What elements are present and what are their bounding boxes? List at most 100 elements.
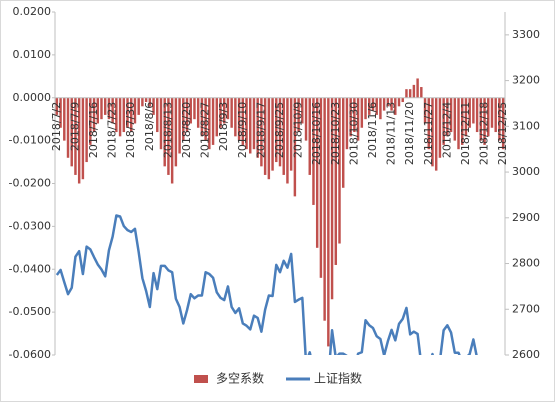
bar	[356, 97, 360, 141]
bar	[226, 97, 230, 120]
bar	[260, 97, 263, 167]
x-tick-label: 2018/12/18	[478, 102, 491, 165]
bar	[70, 97, 73, 167]
y2-tick-label: 2900	[512, 211, 540, 224]
bar	[241, 97, 245, 145]
x-tick-label: 2018/11/13	[385, 102, 398, 165]
bar	[457, 97, 460, 150]
bar	[375, 97, 378, 115]
y-tick-label: -0.0400	[9, 262, 51, 275]
bar	[148, 97, 152, 107]
bar	[245, 97, 248, 150]
bar	[66, 97, 70, 158]
bar	[449, 97, 453, 133]
bar	[364, 97, 367, 120]
x-tick-label: 2018/7/30	[124, 102, 137, 158]
legend-swatch	[194, 375, 208, 383]
bar	[152, 97, 155, 115]
bar	[81, 97, 85, 180]
x-tick-label: 2018/8/20	[180, 102, 193, 158]
bar	[182, 97, 185, 141]
bar	[74, 97, 77, 175]
bar	[133, 97, 137, 124]
x-tick-label: 2018/12/11	[459, 102, 472, 165]
y-tick-label: -0.0300	[9, 219, 51, 232]
bar	[111, 97, 114, 124]
bar	[167, 97, 170, 175]
y-tick-label: 0.0200	[13, 5, 52, 18]
bar	[349, 97, 352, 137]
y2-tick-label: 3200	[512, 74, 540, 87]
bar	[315, 97, 319, 248]
bar	[408, 89, 412, 98]
bar	[479, 97, 483, 141]
bar	[159, 97, 163, 150]
bar	[472, 97, 475, 124]
x-tick-label: 2018/10/23	[329, 102, 342, 165]
x-tick-label: 2018/11/27	[422, 102, 435, 165]
bar	[427, 97, 430, 150]
bar	[163, 97, 166, 167]
bar	[368, 97, 371, 115]
y2-tick-label: 2800	[512, 257, 540, 270]
x-tick-label: 2018/9/10	[236, 102, 249, 158]
bar	[330, 97, 334, 300]
bar	[341, 97, 345, 188]
x-tick-label: 2018/9/17	[254, 102, 267, 158]
bar	[464, 97, 468, 137]
bar	[312, 97, 315, 205]
x-tick-label: 2018/7/9	[68, 102, 81, 151]
bar	[442, 97, 445, 145]
x-tick-label: 2018/11/20	[403, 102, 416, 165]
bar	[215, 97, 219, 137]
bar	[334, 97, 338, 265]
bar	[211, 97, 215, 145]
bar	[252, 97, 256, 150]
bar	[174, 97, 178, 167]
bar	[234, 97, 237, 137]
bar	[319, 97, 323, 278]
x-tick-label: 2018/10/30	[347, 102, 360, 165]
bar	[494, 97, 497, 133]
bar	[501, 97, 505, 150]
bar	[115, 97, 118, 133]
bar	[103, 97, 107, 115]
x-tick-label: 2018/10/9	[292, 102, 305, 158]
bar	[490, 97, 494, 128]
bar	[130, 97, 133, 133]
bar	[297, 97, 300, 133]
bar	[204, 97, 207, 141]
y-tick-label: -0.0200	[9, 177, 51, 190]
bar	[189, 97, 192, 124]
y-tick-label: -0.0100	[9, 134, 51, 147]
bar	[222, 97, 226, 124]
x-tick-label: 2018/10/16	[310, 102, 323, 165]
line	[55, 214, 478, 355]
bar	[382, 97, 386, 111]
y2-tick-label: 3300	[512, 28, 540, 41]
bar	[498, 97, 501, 141]
y-tick-label: 0.0000	[13, 91, 52, 104]
x-tick-label: 2018/7/2	[50, 102, 63, 151]
bar	[249, 97, 252, 154]
legend-label: 上证指数	[314, 371, 362, 386]
x-tick-label: 2018/12/4	[440, 102, 453, 158]
bar	[59, 97, 62, 128]
bar	[345, 97, 349, 150]
bar	[196, 97, 200, 128]
bar	[338, 97, 341, 244]
bar	[397, 97, 401, 107]
x-tick-label: 2018/12/25	[496, 102, 509, 165]
bar	[200, 97, 204, 137]
y2-tick-label: 2700	[512, 302, 540, 315]
bar	[487, 97, 490, 137]
bar	[141, 97, 144, 107]
x-tick-label: 2018/7/16	[87, 102, 100, 158]
bar	[237, 97, 241, 141]
bar	[412, 84, 416, 98]
bar	[122, 97, 126, 133]
y2-tick-label: 2600	[512, 348, 540, 361]
y2-tick-label: 3100	[512, 119, 540, 132]
x-tick-label: 2018/11/6	[366, 102, 379, 158]
